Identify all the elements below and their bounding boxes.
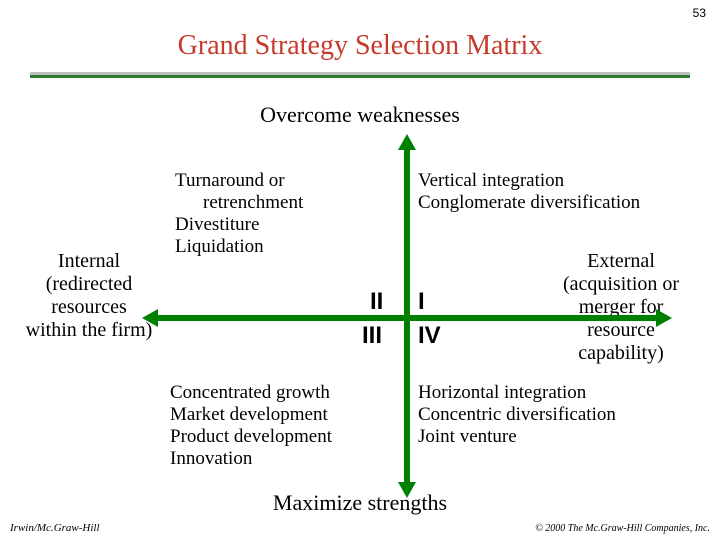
q3-line1: Concentrated growth [170, 382, 400, 404]
footer-copyright: © 2000 The Mc.Graw-Hill Companies, Inc. [535, 523, 710, 534]
quadrant-label-II: II [370, 288, 383, 316]
arrow-up-icon [398, 134, 416, 150]
slide-title: Grand Strategy Selection Matrix [0, 30, 720, 62]
q2-line1: Turnaround or [175, 170, 380, 192]
quadrant-label-III: III [362, 322, 382, 350]
horizontal-arrow-shaft [156, 315, 658, 321]
arrow-down-icon [398, 482, 416, 498]
axis-left-label: Internal (redirected resources within th… [24, 250, 154, 342]
q2-line2: retrenchment [175, 192, 380, 214]
q1-line2: Conglomerate diversification [418, 192, 698, 214]
q3-line4: Innovation [170, 448, 400, 470]
q2-line3: Divestiture [175, 214, 380, 236]
quadrant-IV-content: Horizontal integration Concentric divers… [418, 382, 698, 448]
q3-line2: Market development [170, 404, 400, 426]
axis-right-label: External (acquisition or merger for reso… [546, 250, 696, 365]
quadrant-label-I: I [418, 288, 425, 316]
q4-line1: Horizontal integration [418, 382, 698, 404]
quadrant-III-content: Concentrated growth Market development P… [170, 382, 400, 469]
title-underline [30, 72, 690, 78]
quadrant-label-IV: IV [418, 322, 441, 350]
q1-line1: Vertical integration [418, 170, 698, 192]
footer-publisher: Irwin/Mc.Graw-Hill [10, 522, 100, 534]
q4-line3: Joint venture [418, 426, 698, 448]
quadrant-II-content: Turnaround or retrenchment Divestiture L… [175, 170, 380, 257]
axis-top-label: Overcome weaknesses [0, 102, 720, 128]
q2-line4: Liquidation [175, 236, 380, 258]
quadrant-I-content: Vertical integration Conglomerate divers… [418, 170, 698, 214]
axis-bottom-label: Maximize strengths [0, 490, 720, 516]
q3-line3: Product development [170, 426, 400, 448]
title-underline-green [30, 75, 690, 78]
q4-line2: Concentric diversification [418, 404, 698, 426]
arrow-right-icon [656, 309, 672, 327]
page-number: 53 [693, 6, 706, 20]
arrow-left-icon [142, 309, 158, 327]
